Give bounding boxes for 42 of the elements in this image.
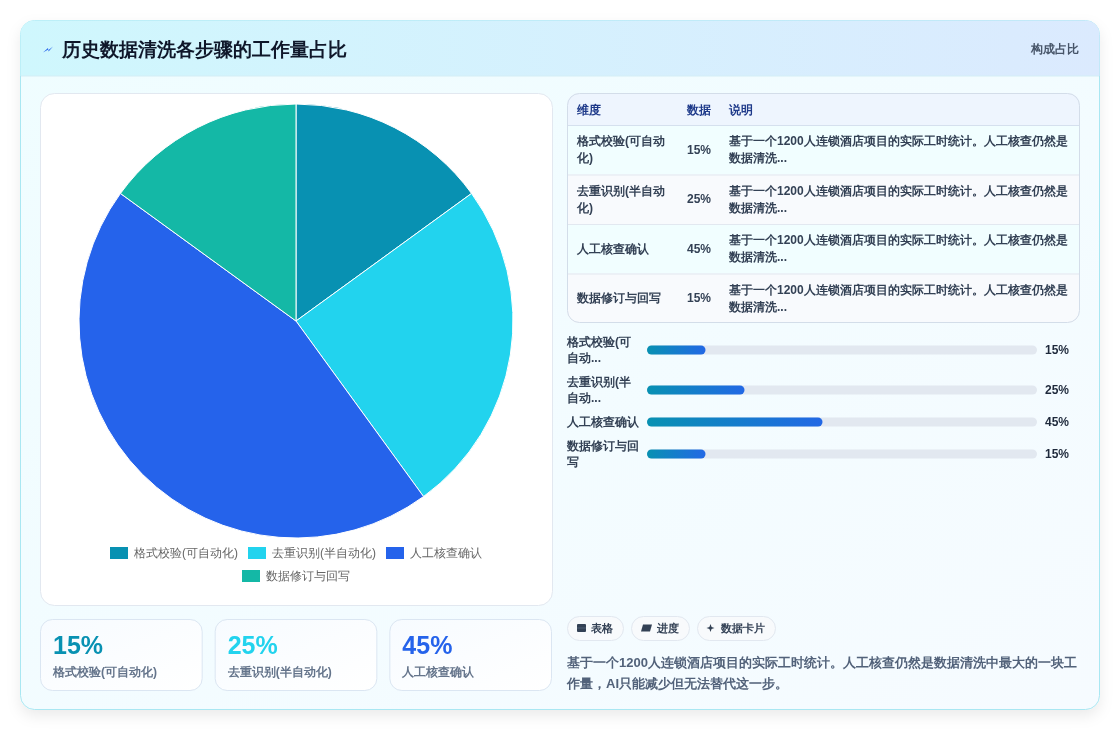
text: 基于一个1200人连锁酒店项目的实际工时统计。人工核查仍然是数据清洗... xyxy=(728,134,1068,166)
legend-label: 去重识别(半自动化) xyxy=(272,546,376,560)
category-label: 表格 xyxy=(590,622,614,634)
category-label: 人工核查确认 xyxy=(401,665,476,679)
category-label: 进度 xyxy=(656,622,679,634)
category-label: 数据修订与回写 xyxy=(577,291,661,306)
category-label: 数据卡片 xyxy=(720,622,765,634)
text: 45% xyxy=(402,631,453,659)
category-label: 数据 xyxy=(686,103,711,117)
legend-label: 人工核查确认 xyxy=(409,546,482,560)
text: 基于一个1200人连锁酒店项目的实际工时统计。人工核查仍然是数据清洗... xyxy=(728,183,1068,215)
text: 基于一个1200人连锁酒店项目的实际工时统计。人工核查仍然是数据清洗... xyxy=(728,282,1068,314)
y-tick-label: 去重识别(半自动... xyxy=(566,375,631,405)
text: 15% xyxy=(53,631,104,659)
category-label: 维度 xyxy=(576,103,601,117)
legend-label: 格式校验(可自动化) xyxy=(133,546,239,560)
data-label: 15% xyxy=(1045,343,1070,357)
y-tick-label: 人工核查确认 xyxy=(566,415,640,429)
data-label: 25% xyxy=(1045,383,1070,397)
category-label: 格式校验(可自动化) xyxy=(577,134,665,166)
text: 15% xyxy=(687,142,712,157)
text: 15% xyxy=(687,291,712,306)
data-label: 15% xyxy=(1045,447,1070,461)
legend-label: 数据修订与回写 xyxy=(266,569,350,583)
data-label: 45% xyxy=(1045,415,1070,429)
text: 基于一个1200人连锁酒店项目的实际工时统计。人工核查仍然是数据清洗... xyxy=(728,233,1068,265)
text: 45% xyxy=(687,241,712,256)
category-label: 去重识别(半自动化) xyxy=(577,183,665,215)
tab-button: 数据卡片 xyxy=(697,616,776,641)
category-label: 格式校验(可自动化) xyxy=(52,665,157,679)
chart-title: 历史数据清洗各步骤的工作量占比 xyxy=(61,39,347,60)
tab-button: 进度 xyxy=(631,616,690,641)
text: 基于一个1200人连锁酒店项目的实际工时统计。人工核查仍然是数据清洗中最大的一块工作量，AI只能减少但无法替代这一步。 xyxy=(566,655,1077,691)
category-label: 说明 xyxy=(728,103,753,117)
tab-button: 表格 xyxy=(567,616,624,641)
y-tick-label: 数据修订与回写 xyxy=(566,439,639,469)
text: 25% xyxy=(687,192,712,207)
y-tick-label: 格式校验(可自动... xyxy=(566,335,631,365)
text: 25% xyxy=(227,631,278,659)
category-label: 人工核查确认 xyxy=(577,241,649,256)
text: 构成占比 xyxy=(1030,42,1079,56)
category-label: 去重识别(半自动化) xyxy=(226,665,332,679)
